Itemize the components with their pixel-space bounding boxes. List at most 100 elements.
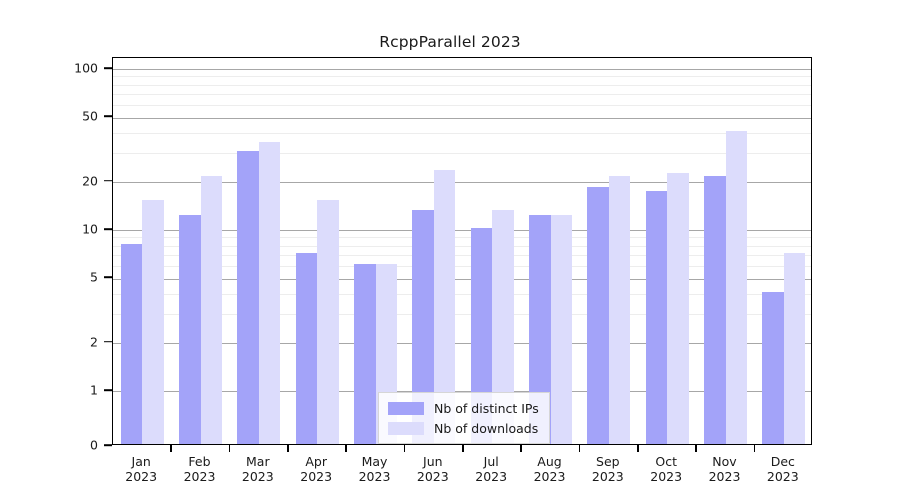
bar-distinct-ips — [762, 292, 784, 444]
x-axis-tick-month: Jan — [131, 454, 151, 469]
gridline-minor — [113, 153, 811, 155]
x-axis-tick-month: Feb — [188, 454, 211, 469]
x-axis-tick-year: 2023 — [183, 469, 216, 484]
bar-distinct-ips — [120, 243, 143, 444]
bar-distinct-ips — [237, 151, 259, 444]
x-axis-tick-mark — [228, 445, 231, 452]
bar-downloads — [200, 176, 222, 444]
bar-downloads — [317, 199, 339, 444]
gridline-major — [113, 117, 811, 119]
gridline-major — [113, 69, 811, 70]
gridline-major — [113, 181, 811, 183]
bar-distinct-ips — [295, 252, 318, 444]
y-axis-tick-label: 5 — [90, 269, 98, 285]
gridline-minor — [113, 104, 811, 106]
bar-downloads — [492, 209, 514, 444]
bar-group — [237, 58, 281, 444]
x-axis-tick-year: 2023 — [358, 469, 391, 484]
bar-group — [704, 58, 747, 444]
y-axis-tick-mark — [104, 340, 112, 343]
y-axis-tick-mark — [104, 444, 112, 446]
chart-title: RcppParallel 2023 — [379, 33, 521, 51]
y-axis-tick-label: 50 — [82, 108, 98, 124]
x-axis-tick-month: Apr — [305, 454, 327, 469]
y-axis-tick-label: 1 — [90, 382, 98, 398]
x-axis-tick-label: Jul 2023 — [475, 454, 507, 484]
x-axis-tick-year: 2023 — [475, 469, 508, 484]
y-axis-tick-label: 100 — [74, 60, 98, 76]
x-axis-tick-label: Mar 2023 — [242, 454, 274, 484]
x-axis-tick-label: Jan 2023 — [125, 454, 157, 484]
bar-downloads — [608, 176, 631, 444]
y-axis-tick-label: 2 — [90, 334, 98, 350]
x-axis-tick-year: 2023 — [591, 469, 624, 484]
x-axis-tick-month: Oct — [655, 454, 677, 469]
x-axis-tick-label: Oct 2023 — [650, 454, 682, 484]
bar-group — [587, 58, 631, 444]
x-axis-tick-month: Sep — [596, 454, 620, 469]
bar-group — [354, 58, 397, 444]
gridline-minor — [113, 245, 811, 247]
legend-item-label: Nb of distinct IPs — [434, 400, 539, 416]
bar-distinct-ips — [704, 176, 726, 444]
x-axis-tick-year: 2023 — [650, 469, 683, 484]
x-axis-tick-label: Apr 2023 — [300, 454, 332, 484]
x-axis-tick-year: 2023 — [708, 469, 741, 484]
gridline-major — [113, 391, 811, 392]
y-axis-tick-mark — [104, 228, 112, 230]
x-axis-tick-month: Dec — [770, 454, 795, 469]
bars-layer — [113, 58, 811, 444]
x-axis-tick-label: Nov 2023 — [709, 454, 741, 484]
bar-distinct-ips — [179, 215, 201, 444]
bar-downloads — [258, 142, 281, 444]
bar-group — [120, 58, 164, 444]
gridline-minor — [113, 84, 811, 86]
gridline-minor — [113, 76, 811, 78]
x-axis-tick-month: Jul — [483, 454, 499, 469]
x-axis-tick-year: 2023 — [241, 469, 274, 484]
legend-item[interactable]: Nb of downloads — [388, 420, 540, 436]
bar-distinct-ips — [354, 263, 376, 444]
bar-distinct-ips — [412, 209, 434, 444]
gridline-minor — [113, 133, 811, 135]
legend-swatch-icon — [388, 421, 424, 435]
x-axis-tick-mark — [578, 445, 581, 452]
bar-downloads — [142, 199, 164, 444]
x-axis-tick-mark — [403, 445, 406, 452]
x-axis-tick-year: 2023 — [766, 469, 799, 484]
x-axis-tick-year: 2023 — [125, 469, 158, 484]
x-axis-tick-mark — [753, 445, 756, 452]
x-axis-tick-mark — [695, 445, 697, 452]
y-axis-tick-label: 10 — [82, 221, 98, 237]
x-axis-tick-month: May — [361, 454, 388, 469]
bar-group — [645, 58, 689, 444]
bar-distinct-ips — [645, 190, 668, 444]
legend-item[interactable]: Nb of distinct IPs — [388, 400, 540, 416]
bar-downloads — [725, 131, 747, 444]
gridline-minor — [113, 93, 811, 95]
bar-downloads — [667, 172, 689, 444]
bar-downloads — [783, 252, 806, 444]
x-axis-tick-label: Dec 2023 — [767, 454, 799, 484]
y-axis-tick-mark — [104, 389, 112, 391]
chart-legend: Nb of distinct IPs Nb of downloads — [378, 392, 550, 444]
x-axis-tick-mark — [637, 445, 639, 452]
y-axis-tick-label: 20 — [82, 173, 98, 189]
bar-downloads — [433, 169, 456, 444]
bar-group — [470, 58, 514, 444]
bar-distinct-ips — [587, 186, 609, 444]
x-axis-tick-month: Nov — [712, 454, 737, 469]
gridline-minor — [113, 254, 811, 256]
bar-group — [179, 58, 222, 444]
bar-group — [529, 58, 572, 444]
x-axis-tick-month: Aug — [537, 454, 562, 469]
x-axis-tick-mark — [287, 445, 289, 452]
gridline-major — [113, 278, 811, 280]
x-axis-tick-month: Jun — [423, 454, 443, 469]
y-axis-tick-mark — [104, 115, 112, 118]
x-axis-tick-label: Aug 2023 — [534, 454, 566, 484]
x-axis-tick-year: 2023 — [300, 469, 333, 484]
legend-item-label: Nb of downloads — [434, 420, 539, 436]
y-axis-tick-label: 0 — [90, 437, 98, 453]
